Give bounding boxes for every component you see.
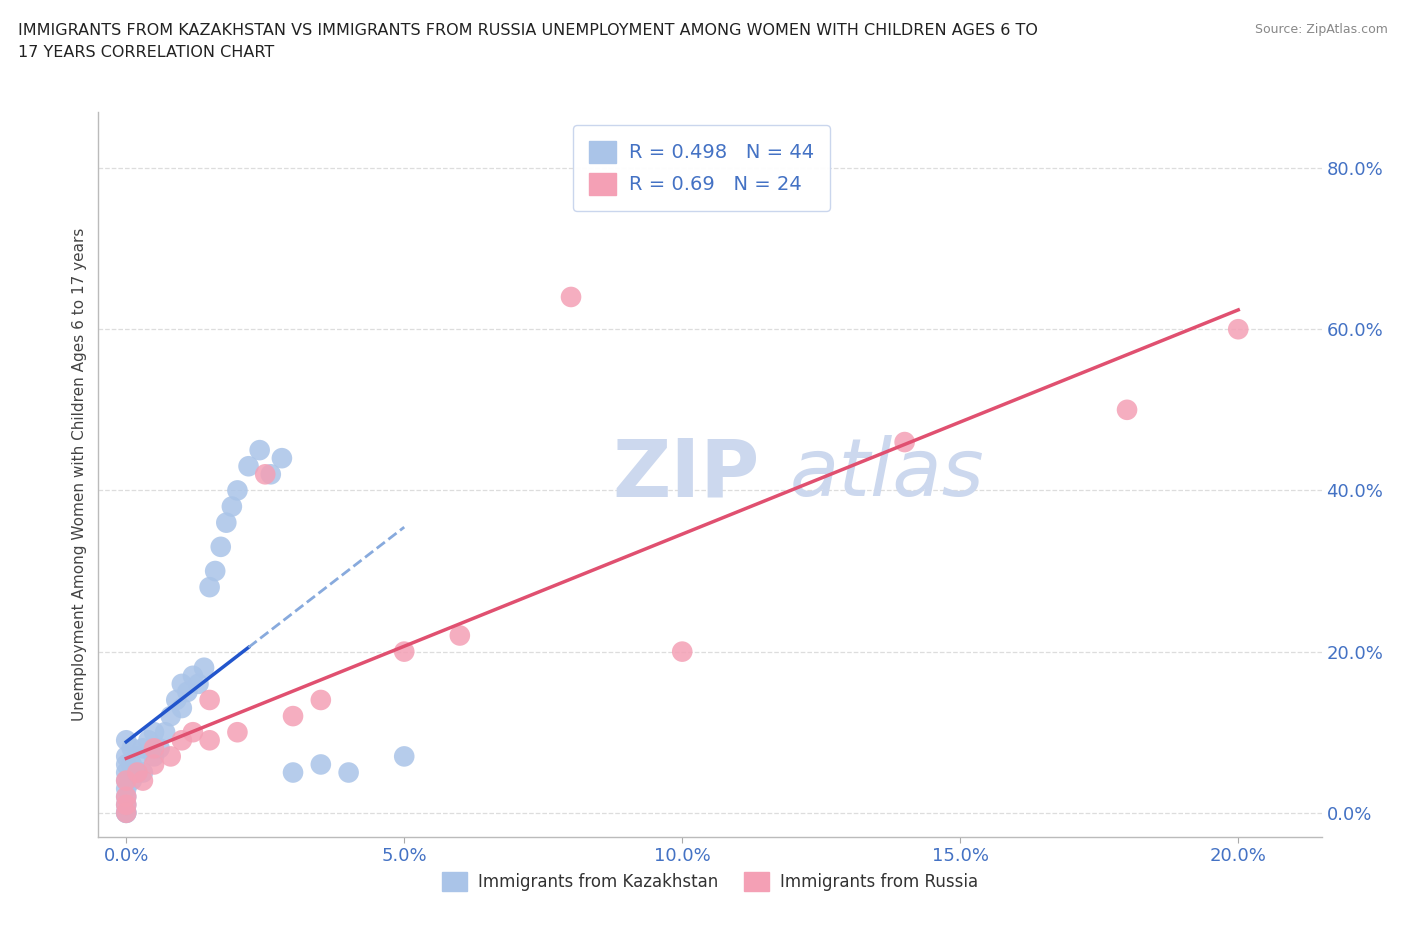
Point xyxy=(181,724,204,739)
Point xyxy=(165,693,187,708)
Point xyxy=(249,443,271,458)
Point xyxy=(198,733,221,748)
Point xyxy=(115,749,138,764)
Point xyxy=(115,790,138,804)
Point xyxy=(138,733,160,748)
Point xyxy=(198,693,221,708)
Point xyxy=(204,564,226,578)
Point xyxy=(198,579,221,594)
Text: IMMIGRANTS FROM KAZAKHSTAN VS IMMIGRANTS FROM RUSSIA UNEMPLOYMENT AMONG WOMEN WI: IMMIGRANTS FROM KAZAKHSTAN VS IMMIGRANTS… xyxy=(18,23,1038,38)
Point xyxy=(115,773,138,788)
Point xyxy=(281,765,304,780)
Point xyxy=(143,724,166,739)
Point xyxy=(115,805,138,820)
Point xyxy=(159,749,181,764)
Point xyxy=(394,644,416,659)
Point xyxy=(170,676,193,691)
Point xyxy=(143,757,166,772)
Point xyxy=(143,749,166,764)
Point xyxy=(309,757,332,772)
Point xyxy=(187,676,209,691)
Point xyxy=(115,797,138,812)
Point xyxy=(176,684,198,699)
Point xyxy=(153,724,176,739)
Point xyxy=(127,765,149,780)
Point xyxy=(149,741,172,756)
Point xyxy=(671,644,693,659)
Point xyxy=(115,765,138,780)
Point xyxy=(394,749,416,764)
Point xyxy=(115,797,138,812)
Point xyxy=(121,757,143,772)
Point xyxy=(181,669,204,684)
Point xyxy=(449,628,471,643)
Point xyxy=(238,458,260,473)
Point xyxy=(159,709,181,724)
Point xyxy=(121,773,143,788)
Point xyxy=(143,741,166,756)
Point xyxy=(115,781,138,796)
Point xyxy=(254,467,277,482)
Point xyxy=(115,805,138,820)
Point xyxy=(1116,403,1139,418)
Y-axis label: Unemployment Among Women with Children Ages 6 to 17 years: Unemployment Among Women with Children A… xyxy=(72,228,87,721)
Point xyxy=(170,700,193,715)
Point xyxy=(115,805,138,820)
Point xyxy=(132,765,155,780)
Text: atlas: atlas xyxy=(790,435,984,513)
Point xyxy=(309,693,332,708)
Point xyxy=(209,539,232,554)
Text: Source: ZipAtlas.com: Source: ZipAtlas.com xyxy=(1254,23,1388,36)
Point xyxy=(121,741,143,756)
Point xyxy=(215,515,238,530)
Legend: Immigrants from Kazakhstan, Immigrants from Russia: Immigrants from Kazakhstan, Immigrants f… xyxy=(434,865,986,897)
Point xyxy=(560,289,582,304)
Text: ZIP: ZIP xyxy=(612,435,759,513)
Point xyxy=(221,499,243,514)
Point xyxy=(132,741,155,756)
Point xyxy=(226,483,249,498)
Point xyxy=(1227,322,1250,337)
Point xyxy=(893,434,915,449)
Point xyxy=(127,765,149,780)
Point xyxy=(170,733,193,748)
Point xyxy=(127,749,149,764)
Point xyxy=(270,451,294,466)
Point xyxy=(115,790,138,804)
Point xyxy=(281,709,304,724)
Point xyxy=(132,773,155,788)
Point xyxy=(260,467,283,482)
Point xyxy=(226,724,249,739)
Point xyxy=(115,773,138,788)
Point xyxy=(115,757,138,772)
Text: 17 YEARS CORRELATION CHART: 17 YEARS CORRELATION CHART xyxy=(18,45,274,60)
Point xyxy=(115,733,138,748)
Point xyxy=(337,765,360,780)
Point xyxy=(193,660,215,675)
